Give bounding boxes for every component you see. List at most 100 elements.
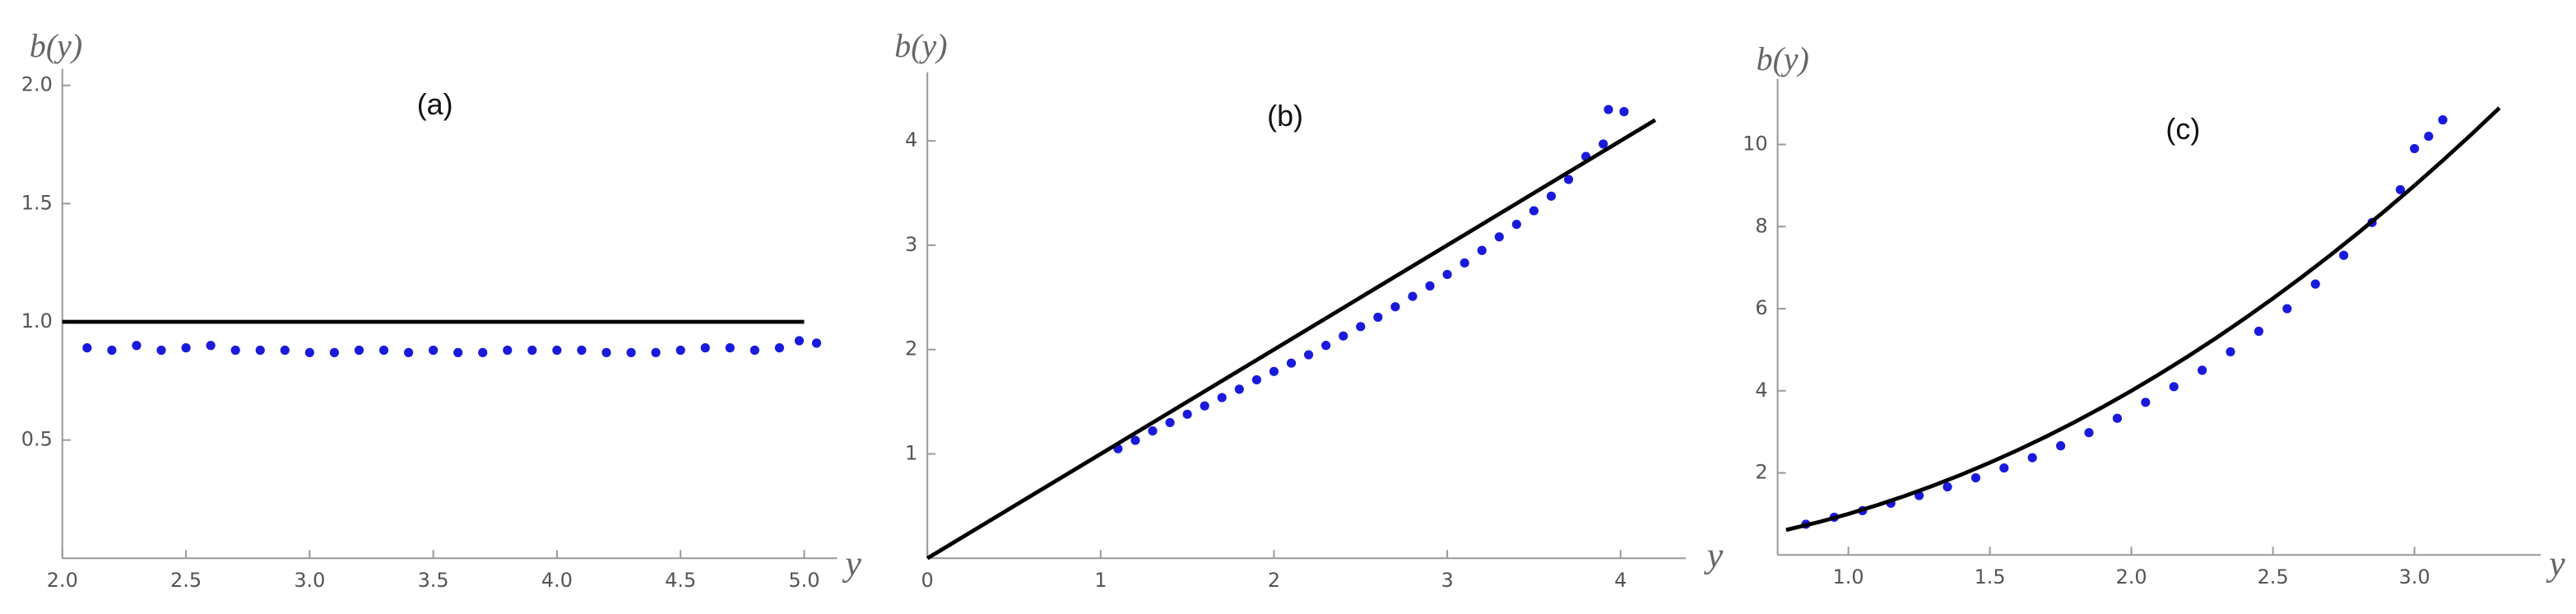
data-point	[577, 345, 587, 356]
y-tick-label: 1.0	[21, 309, 53, 333]
x-tick-label: 1.0	[1833, 565, 1864, 588]
panel-label: (c)	[2165, 112, 2200, 146]
x-tick-label: 2.5	[170, 569, 202, 592]
x-tick-label: 3	[1441, 569, 1453, 592]
data-point	[1425, 281, 1435, 291]
y-tick-label: 0.5	[21, 428, 53, 451]
y-tick-label: 10	[1743, 133, 1767, 156]
data-point	[1339, 331, 1348, 341]
data-point	[1148, 426, 1158, 436]
panel-label: (b)	[1267, 99, 1303, 133]
y-axis-label: b(y)	[1757, 40, 1809, 77]
curve	[926, 118, 1657, 561]
data-point	[2253, 326, 2264, 337]
data-point	[1217, 393, 1227, 402]
data-point	[1460, 258, 1469, 268]
data-point	[132, 341, 142, 351]
data-point	[1251, 374, 1261, 385]
data-point	[2424, 131, 2434, 142]
data-point	[2056, 441, 2066, 451]
data-point	[1286, 358, 1297, 368]
data-point	[2339, 250, 2349, 260]
data-point	[2282, 304, 2292, 314]
data-point	[552, 345, 562, 356]
data-point	[1442, 269, 1452, 280]
data-point	[206, 341, 216, 351]
data-point	[1942, 481, 1952, 492]
data-point	[1477, 245, 1487, 255]
data-point	[725, 343, 735, 353]
data-point	[774, 343, 784, 353]
data-point	[2112, 413, 2123, 423]
data-point	[1563, 174, 1574, 184]
data-point	[1599, 139, 1608, 149]
x-tick-label: 2.5	[2258, 565, 2289, 588]
data-point	[811, 338, 822, 348]
data-point	[156, 345, 166, 356]
data-point	[181, 343, 191, 353]
curve	[1785, 106, 2501, 533]
y-axis-label: b(y)	[30, 27, 82, 64]
y-axis-label: b(y)	[894, 27, 947, 64]
y-tick-label: 1	[905, 442, 917, 465]
data-point	[1182, 409, 1192, 419]
data-point	[2226, 347, 2235, 357]
y-tick-label: 3	[905, 233, 917, 256]
data-point	[700, 343, 710, 353]
data-point	[1130, 435, 1140, 445]
data-point	[280, 345, 290, 356]
y-tick-label: 4	[1755, 379, 1767, 402]
data-point	[255, 345, 265, 356]
data-point	[750, 345, 759, 356]
x-tick-label: 4.0	[541, 569, 573, 592]
x-tick-label: 3.0	[294, 569, 325, 592]
data-point	[794, 336, 805, 346]
x-tick-label: 4	[1614, 569, 1627, 592]
data-point	[527, 345, 537, 356]
data-point	[478, 347, 488, 357]
data-point	[1511, 219, 1521, 230]
data-point	[453, 347, 463, 357]
data-point	[2141, 398, 2151, 407]
data-point	[1373, 312, 1383, 322]
data-point	[378, 345, 389, 356]
data-point	[1269, 366, 1279, 376]
data-point	[1356, 322, 1366, 332]
data-point	[651, 347, 661, 357]
data-point	[354, 345, 364, 356]
data-point	[304, 347, 314, 357]
data-point	[1970, 472, 1981, 483]
data-point	[1200, 401, 1209, 411]
data-point	[1408, 291, 1418, 301]
data-point	[1390, 302, 1400, 312]
x-tick-label: 4.5	[665, 569, 696, 592]
data-point	[1604, 105, 1613, 114]
x-tick-label: 3.5	[418, 569, 449, 592]
y-tick-label: 2	[905, 337, 917, 360]
x-axis-label: y	[2546, 543, 2565, 583]
data-point	[107, 345, 117, 356]
data-point	[403, 347, 414, 357]
data-point	[1234, 384, 1244, 394]
data-point	[2027, 453, 2037, 463]
data-point	[82, 343, 92, 353]
data-point	[1165, 417, 1175, 428]
x-tick-label: 3.0	[2399, 565, 2430, 588]
data-point	[503, 345, 513, 356]
x-tick-label: 2	[1268, 569, 1280, 592]
data-point	[1303, 350, 1314, 360]
data-point	[2310, 279, 2320, 289]
y-tick-label: 2.0	[21, 73, 53, 96]
data-point	[2198, 365, 2207, 375]
data-point	[429, 345, 439, 356]
panel-label: (a)	[417, 87, 453, 121]
y-tick-label: 6	[1755, 296, 1767, 319]
data-point	[2438, 115, 2448, 125]
data-point	[1494, 232, 1504, 242]
y-tick-label: 1.5	[21, 191, 53, 214]
data-point	[1321, 341, 1331, 351]
data-point	[675, 345, 685, 356]
y-tick-label: 2	[1755, 461, 1767, 484]
